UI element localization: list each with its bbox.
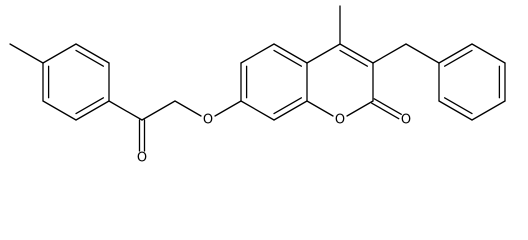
bond xyxy=(443,97,473,115)
bond xyxy=(438,43,473,64)
bond xyxy=(471,43,506,64)
atom-labels: O O O O xyxy=(137,113,411,166)
bond xyxy=(438,100,473,121)
bond xyxy=(75,43,110,64)
bond xyxy=(273,43,308,64)
bond xyxy=(174,100,202,117)
bond xyxy=(306,100,334,117)
bond xyxy=(273,49,303,67)
bond xyxy=(339,49,369,67)
bond xyxy=(9,43,44,64)
bonds xyxy=(9,5,506,152)
bond xyxy=(108,100,143,121)
bond xyxy=(214,100,242,117)
bond xyxy=(346,100,374,117)
bond xyxy=(42,100,77,121)
atom-label: O xyxy=(203,113,213,128)
atom-label: O xyxy=(137,151,147,166)
bond xyxy=(273,97,303,115)
bond xyxy=(373,98,402,115)
bond xyxy=(75,100,110,121)
bond xyxy=(372,43,407,64)
bond xyxy=(306,43,341,64)
bond xyxy=(471,100,506,121)
bond xyxy=(273,100,308,121)
structure-diagram: O O O O xyxy=(9,5,506,166)
bond xyxy=(75,97,105,115)
bond xyxy=(405,43,440,64)
bond xyxy=(371,102,400,120)
bond xyxy=(141,100,176,121)
atom-label: O xyxy=(335,113,345,128)
bond xyxy=(75,49,105,67)
bond xyxy=(339,43,374,64)
bond xyxy=(42,43,77,64)
bond xyxy=(240,100,275,121)
bond xyxy=(443,49,473,67)
bond xyxy=(240,43,275,64)
atom-label: O xyxy=(401,113,411,128)
